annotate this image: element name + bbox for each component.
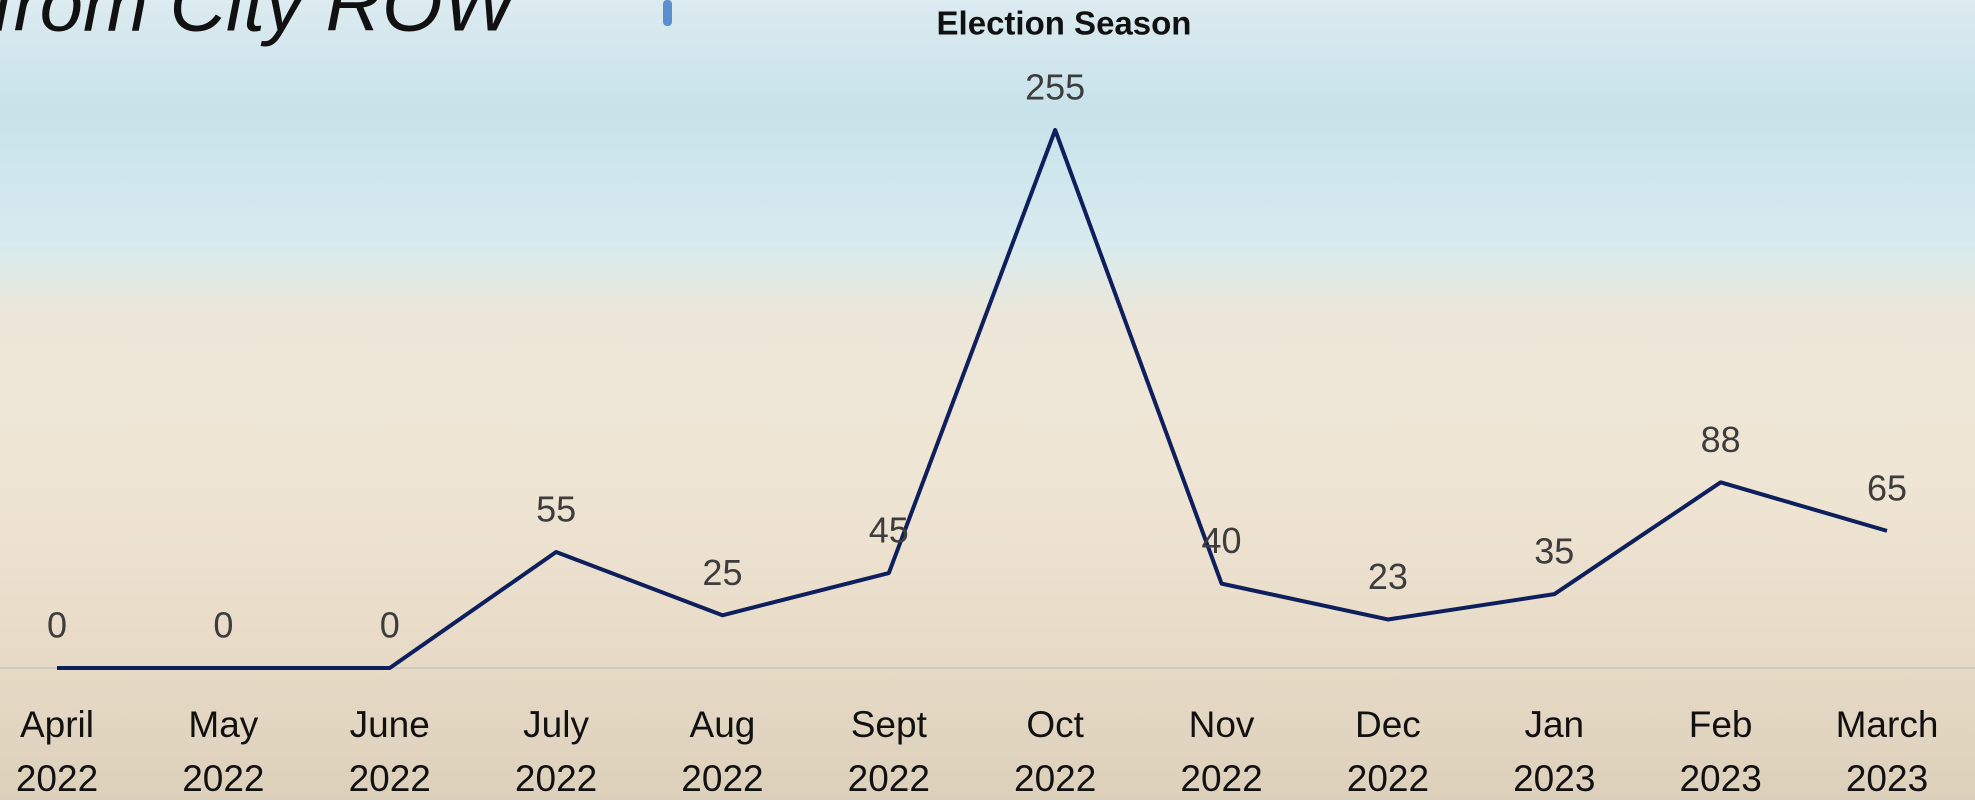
x-tick-label: Nov 2022 [1162,698,1282,806]
data-label: 25 [702,552,742,593]
x-tick-label: May 2022 [163,698,283,806]
decor-bar [663,0,672,26]
x-tick-label: Sept 2022 [829,698,949,806]
data-label: 255 [1025,67,1085,108]
x-tick-label: April 2022 [0,698,117,806]
annotation: Election Season [937,5,1192,42]
data-label: 55 [536,488,576,529]
chart-title: from City ROW [0,0,523,48]
page: {"chart_data": {"type": "line", "title":… [0,0,1975,800]
x-tick-label: June 2022 [330,698,450,806]
data-label: 45 [869,510,909,551]
data-label: 88 [1701,419,1741,460]
x-tick-label: Dec 2022 [1328,698,1448,806]
data-label: 0 [213,605,233,646]
x-tick-label: March 2023 [1827,698,1947,806]
chart: from City ROW Election Season 0 0 0 55 25 45 2… [0,0,1975,800]
x-tick-label: Oct 2022 [995,698,1115,806]
data-label: 0 [47,605,67,646]
x-tick-label: Aug 2022 [662,698,782,806]
data-label: 65 [1867,467,1907,508]
data-label: 40 [1202,520,1242,561]
x-tick-label: Jan 2023 [1494,698,1614,806]
line [57,130,1887,668]
x-tick-label: July 2022 [496,698,616,806]
data-label: 23 [1368,556,1408,597]
x-tick-label: Feb 2023 [1661,698,1781,806]
data-label: 35 [1534,531,1574,572]
data-label: 0 [380,605,400,646]
